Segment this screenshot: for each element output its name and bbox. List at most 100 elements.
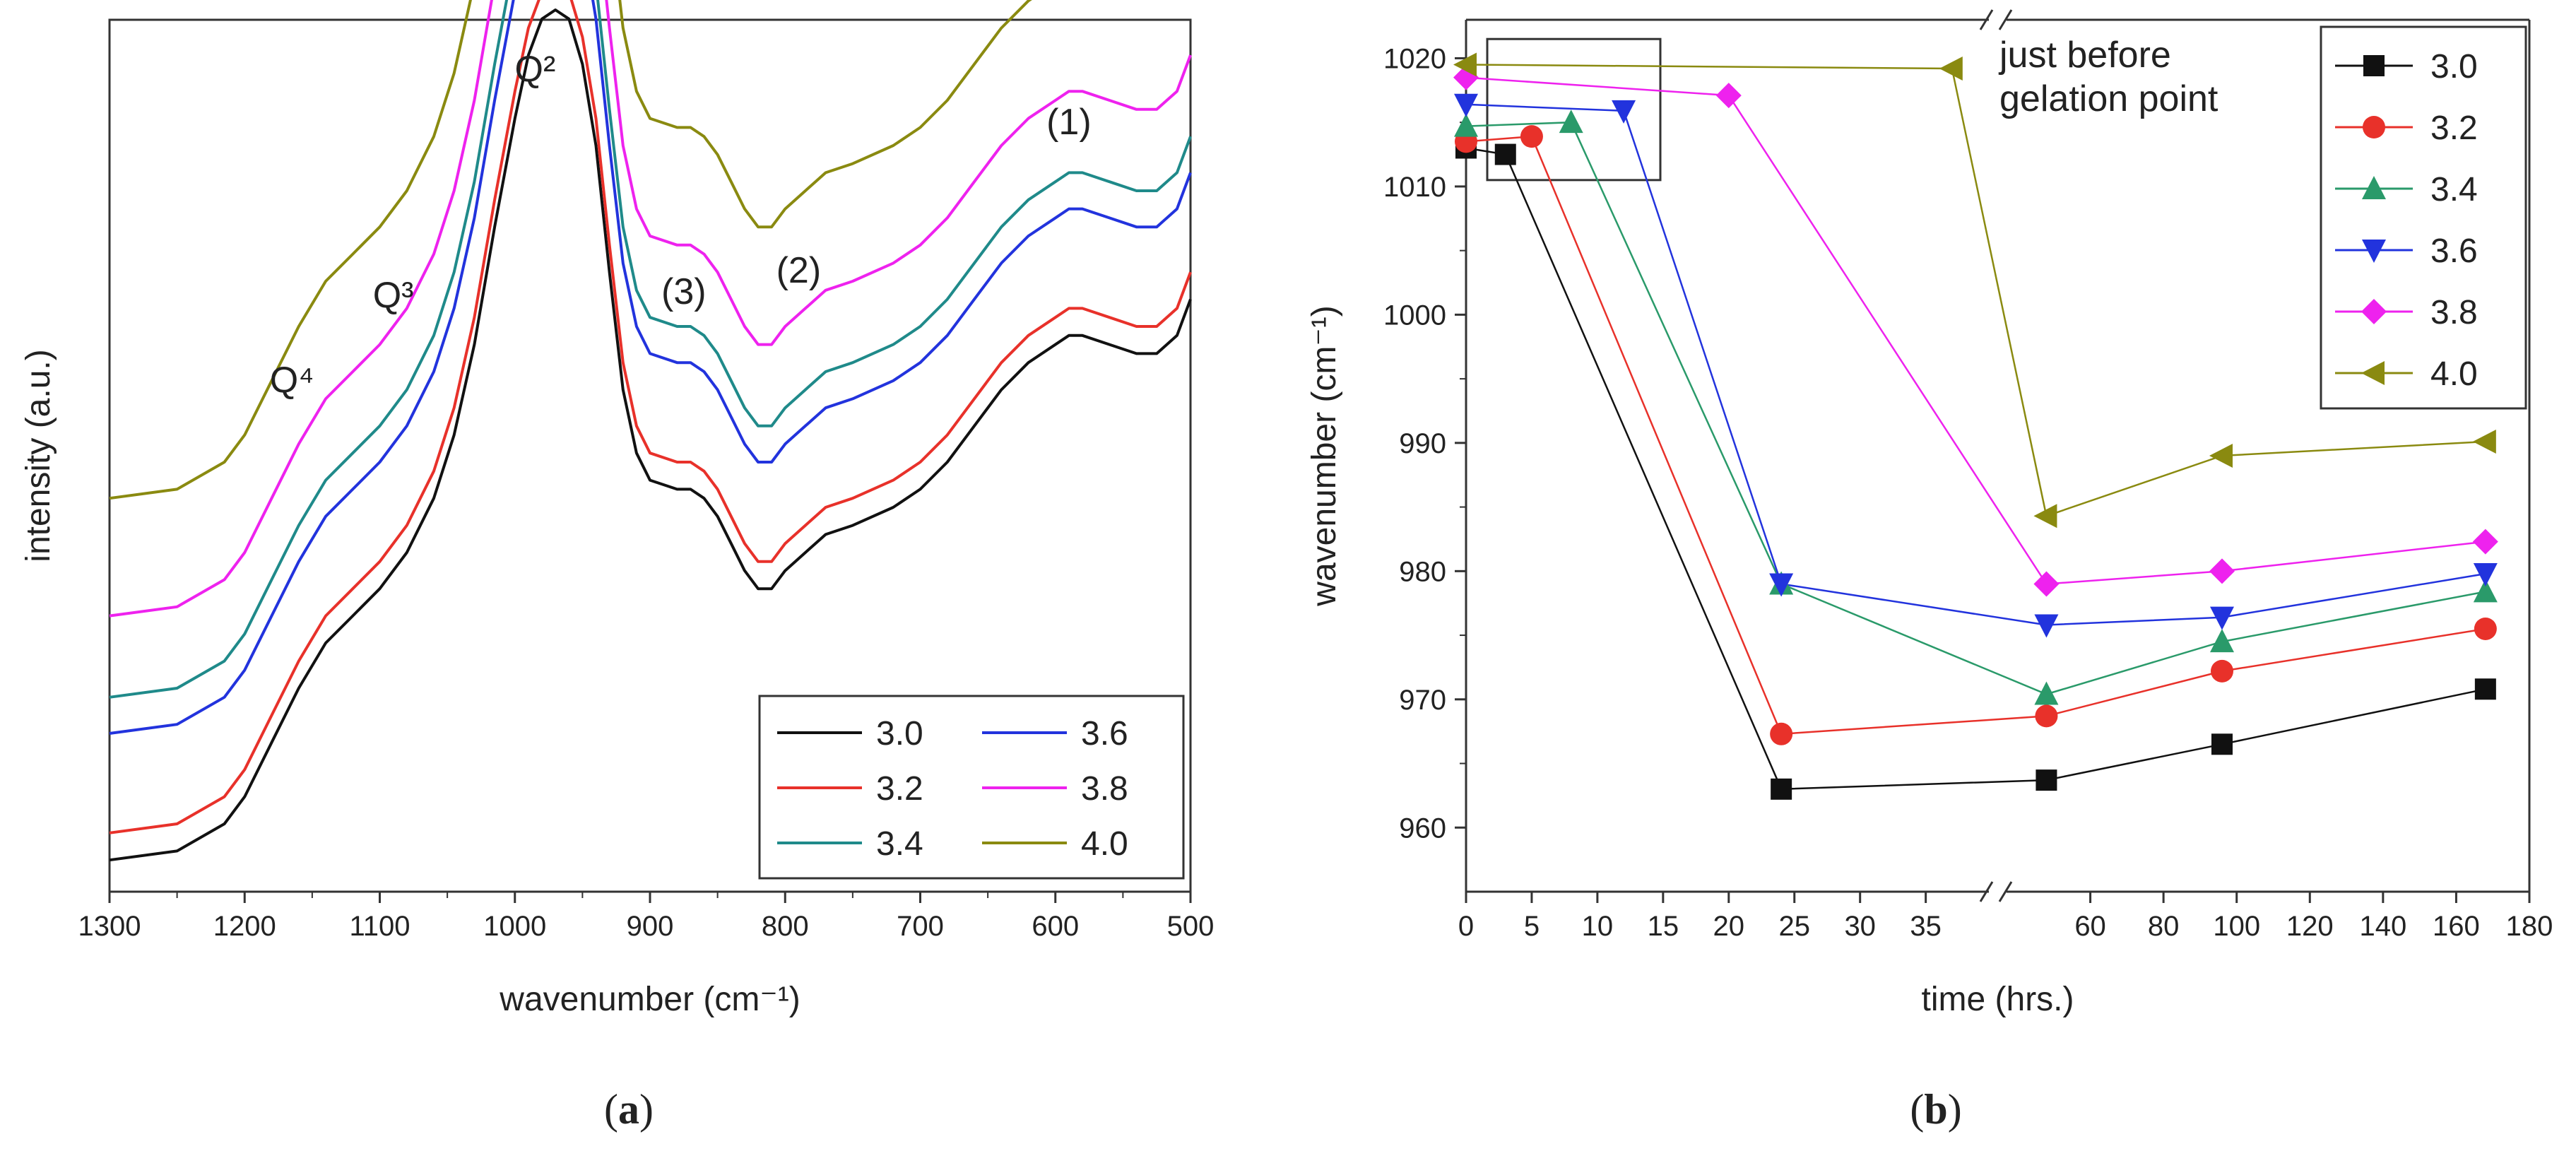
legend-b-label-3-8: 3.8 (2430, 294, 2478, 331)
data-point-3-4-0 (1454, 113, 1478, 137)
data-point-3-0-4 (2211, 733, 2233, 755)
axis-break-mark-1-b (1998, 9, 2013, 30)
gelation-annotation-line-1: just before (1998, 35, 2171, 76)
x-tick-label-a-1000: 1000 (483, 911, 546, 942)
spectrum-line-3-4 (109, 0, 1192, 699)
y-tick-label-b-1020: 1020 (1383, 43, 1446, 74)
legend-b (2320, 25, 2527, 410)
y-axis-label-b: wavenumber (cm⁻¹) (1306, 305, 1343, 606)
x-tick-label-b-5: 5 (1524, 911, 1540, 942)
legend-b-swatch-marker-4-0 (2361, 361, 2385, 385)
x-tick-label-b-35: 35 (1910, 911, 1942, 942)
data-point-4-0-4 (2472, 430, 2496, 454)
y-tick-label-b-1000: 1000 (1383, 300, 1446, 331)
series-line-3-4 (1465, 121, 2486, 695)
y-axis-label-a: intensity (a.u.) (20, 349, 57, 562)
spectrum-line-3-2 (109, 0, 1192, 834)
panel-b-letter: b (1924, 1086, 1947, 1133)
x-tick-label-a-1200: 1200 (213, 911, 276, 942)
x-tick-label-a-800: 800 (762, 911, 809, 942)
data-point-3-8-3 (2209, 558, 2235, 584)
data-point-4-0-0 (1453, 52, 1477, 77)
x-tick-label-b-120: 120 (2286, 911, 2334, 942)
y-tick-label-b-980: 980 (1399, 556, 1446, 587)
data-point-3-0-2 (1771, 778, 1792, 800)
x-tick-label-b-15: 15 (1648, 911, 1679, 942)
x-tick-label-b-20: 20 (1713, 911, 1745, 942)
legend-a-label-3-8: 3.8 (1081, 770, 1128, 808)
x-tick-label-b-60: 60 (2074, 911, 2106, 942)
data-point-4-0-3 (2209, 444, 2233, 468)
data-point-3-4-1 (1559, 110, 1583, 134)
data-point-3-8-1 (1715, 83, 1742, 109)
data-point-3-0-3 (2036, 769, 2057, 791)
annotation-Q: Q² (515, 49, 556, 90)
data-point-3-8-2 (2033, 571, 2060, 597)
y-tick-label-b-990: 990 (1399, 428, 1446, 459)
data-point-3-6-0 (1454, 93, 1478, 117)
x-tick-label-b-10: 10 (1582, 911, 1614, 942)
gelation-annotation-line-2: gelation point (1999, 78, 2218, 119)
legend-b-swatch-marker-3-2 (2363, 116, 2385, 138)
x-tick-label-a-600: 600 (1032, 911, 1079, 942)
y-tick-label-b-970: 970 (1399, 685, 1446, 716)
x-tick-label-b-140: 140 (2359, 911, 2406, 942)
legend-a-label-3-6: 3.6 (1081, 715, 1128, 752)
legend-b-swatch-marker-3-8 (2361, 299, 2387, 324)
x-tick-label-a-900: 900 (627, 911, 674, 942)
legend-a-label-3-0: 3.0 (876, 715, 923, 752)
x-tick-label-a-500: 500 (1167, 911, 1215, 942)
data-point-3-4-4 (2210, 629, 2234, 653)
data-point-4-0-2 (2033, 504, 2057, 529)
axis-break-mark-0-a (1979, 881, 1994, 902)
annotation-Q: Q⁴ (270, 360, 314, 401)
x-axis-label-b: time (hrs.) (1922, 981, 2074, 1018)
y-tick-label-b-960: 960 (1399, 813, 1446, 844)
x-tick-label-b-80: 80 (2148, 911, 2180, 942)
data-point-3-6-1 (1612, 100, 1636, 124)
x-tick-label-a-1300: 1300 (78, 911, 141, 942)
data-point-3-6-2 (1769, 573, 1794, 597)
x-tick-label-b-25: 25 (1778, 911, 1810, 942)
data-point-3-0-5 (2474, 678, 2496, 700)
spectrum-line-3-6 (109, 0, 1192, 735)
legend-b-label-3-4: 3.4 (2430, 171, 2478, 208)
axis-break-mark-1-a (1979, 9, 1994, 30)
data-point-3-4-5 (2473, 579, 2498, 603)
data-point-3-6-4 (2210, 606, 2234, 630)
data-point-3-2-1 (1520, 125, 1543, 148)
legend-b-label-3-0: 3.0 (2430, 48, 2478, 85)
data-point-3-4-3 (2034, 681, 2059, 705)
x-tick-label-b-0: 0 (1458, 911, 1474, 942)
data-point-3-2-5 (2474, 617, 2497, 640)
x-tick-label-a-1100: 1100 (349, 911, 410, 942)
legend-a-label-4-0: 4.0 (1081, 825, 1128, 863)
legend-b-label-3-2: 3.2 (2430, 110, 2478, 147)
legend-b-swatch-marker-3-0 (2363, 55, 2385, 76)
legend-b-label-3-6: 3.6 (2430, 232, 2478, 270)
x-tick-label-b-160: 160 (2433, 911, 2480, 942)
legend-b-label-4-0: 4.0 (2430, 355, 2478, 393)
x-tick-label-b-30: 30 (1844, 911, 1876, 942)
axis-break-mark-0-b (1998, 881, 2013, 902)
spectrum-line-3-0 (109, 8, 1192, 862)
x-axis-label-a: wavenumber (cm⁻¹) (499, 981, 800, 1018)
x-tick-label-b-100: 100 (2213, 911, 2260, 942)
annotation-3: (3) (661, 271, 707, 312)
annotation-2: (2) (776, 250, 822, 291)
data-point-3-0-1 (1494, 143, 1516, 165)
annotation-1: (1) (1046, 102, 1092, 143)
data-point-3-8-4 (2472, 529, 2498, 555)
panel-label-b: (b) (1910, 1086, 1961, 1133)
data-point-3-2-2 (1770, 722, 1793, 745)
chart-a: 1300 1200 1100 1000 900 800 700 600 500 wavenumbe… (20, 0, 1214, 1018)
series-line-3-6 (1465, 103, 2486, 626)
x-tick-label-b-180: 180 (2506, 911, 2553, 942)
spectrum-line-3-8 (109, 0, 1192, 618)
legend-a-label-3-4: 3.4 (876, 825, 923, 863)
panel-a-letter: a (618, 1086, 639, 1133)
data-point-3-2-4 (2211, 659, 2233, 683)
data-point-3-6-3 (2034, 614, 2059, 638)
gelation-box (1486, 37, 1662, 182)
